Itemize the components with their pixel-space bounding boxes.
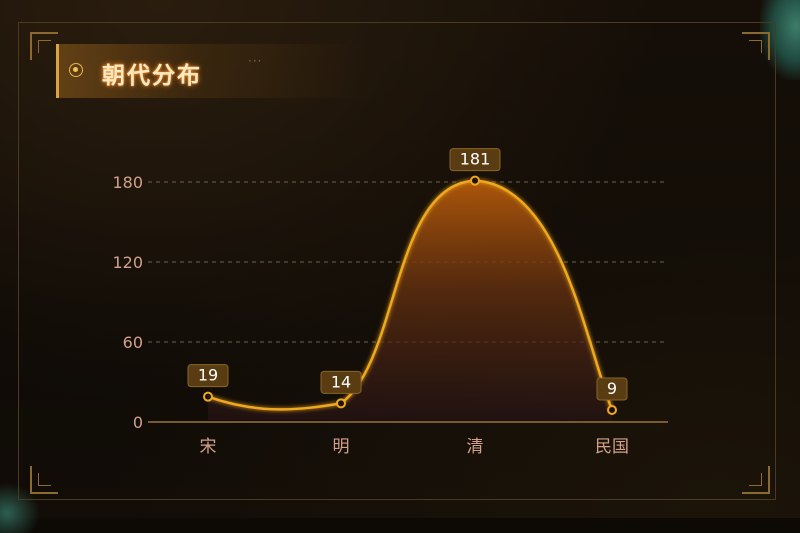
jade-ornament-top-right — [760, 0, 800, 80]
data-label: 181 — [460, 150, 491, 169]
chart-title: 朝代分布 — [102, 63, 202, 89]
area-chart: 0 60 120 180 19 宋 14 明 181 清 9 民国 — [112, 148, 668, 457]
data-label: 19 — [198, 366, 218, 385]
x-tick-label: 明 — [333, 437, 350, 457]
title-bar — [56, 44, 366, 98]
title-decoration-dots: ··· — [248, 54, 263, 68]
corner-ornament-inner-top-right — [749, 40, 762, 53]
corner-ornament-inner-top-left — [38, 40, 51, 53]
corner-ornament-top-right — [742, 32, 770, 60]
y-tick-label: 180 — [112, 173, 143, 192]
corner-ornament-inner-bottom-right — [749, 473, 762, 486]
data-label-box — [187, 364, 229, 388]
data-label-box — [320, 370, 362, 394]
x-tick-label: 宋 — [200, 437, 217, 457]
data-point — [607, 405, 617, 415]
data-point — [470, 175, 480, 186]
bullet-icon — [69, 63, 83, 77]
corner-ornament-inner-bottom-left — [38, 473, 51, 486]
data-point — [203, 391, 213, 402]
chart-panel — [18, 22, 776, 500]
area-layer — [207, 179, 614, 420]
data-label: 14 — [331, 372, 351, 391]
title-accent — [56, 44, 59, 98]
area-fill — [208, 180, 612, 420]
x-tick-label: 民国 — [595, 437, 629, 457]
corner-ornament-top-left — [30, 32, 58, 60]
data-label-box — [449, 148, 501, 172]
y-tick-label: 0 — [133, 413, 143, 432]
corner-ornament-bottom-left — [30, 466, 58, 494]
marks-layer: 19 宋 14 明 181 清 9 民国 — [187, 148, 629, 457]
data-label-box — [596, 377, 628, 401]
data-point — [336, 398, 346, 409]
data-label: 9 — [607, 379, 617, 398]
corner-ornament-bottom-right — [742, 466, 770, 494]
x-tick-label: 清 — [467, 437, 484, 457]
y-tick-label: 60 — [123, 333, 143, 352]
series-line — [207, 179, 614, 411]
y-tick-label: 120 — [112, 253, 143, 272]
